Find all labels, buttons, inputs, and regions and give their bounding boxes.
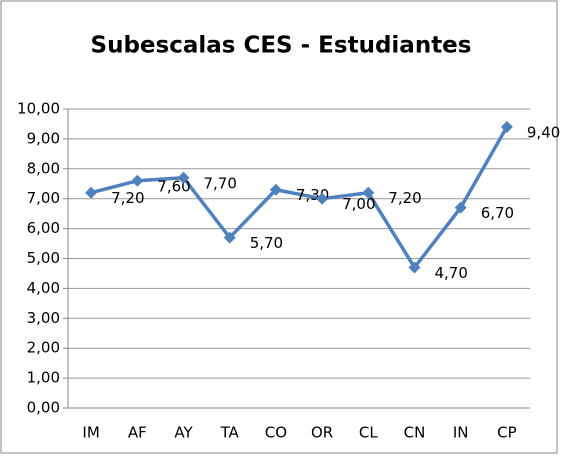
data-label: 5,70 [250, 234, 283, 252]
data-label: 6,70 [481, 204, 514, 222]
y-tick-label: 6,00 [27, 219, 60, 237]
data-label: 7,00 [342, 195, 375, 213]
y-tick-label: 9,00 [27, 129, 60, 147]
data-label: 4,70 [435, 264, 468, 282]
data-marker [177, 171, 190, 184]
x-tick-label: CO [265, 424, 287, 442]
data-marker [223, 231, 236, 244]
data-marker [131, 174, 144, 187]
x-tick-label: CP [497, 424, 517, 442]
x-tick-label: TA [220, 424, 240, 442]
x-tick-label: AF [128, 424, 147, 442]
data-marker [408, 261, 421, 274]
y-tick-label: 2,00 [27, 339, 60, 357]
y-tick-label: 10,00 [17, 100, 60, 118]
x-tick-label: IM [82, 424, 99, 442]
y-tick-label: 1,00 [27, 369, 60, 387]
data-marker [500, 120, 513, 133]
data-label: 7,20 [388, 189, 421, 207]
y-tick-label: 0,00 [27, 399, 60, 417]
x-tick-label: CN [404, 424, 426, 442]
data-marker [316, 192, 329, 205]
y-tick-label: 3,00 [27, 309, 60, 327]
x-tick-label: IN [453, 424, 469, 442]
chart-title: Subescalas CES - Estudiantes [91, 33, 472, 59]
data-label: 7,20 [111, 189, 144, 207]
data-label: 9,40 [527, 123, 560, 141]
x-tick-label: AY [174, 424, 193, 442]
data-marker [362, 186, 375, 199]
data-line [90, 126, 509, 270]
y-tick-label: 8,00 [27, 159, 60, 177]
x-tick-label: CL [359, 424, 378, 442]
data-marker [85, 186, 98, 199]
data-marker [454, 201, 467, 214]
y-tick-label: 5,00 [27, 249, 60, 267]
y-tick-label: 7,00 [27, 189, 60, 207]
data-marker [269, 183, 282, 196]
data-label: 7,70 [204, 174, 237, 192]
x-tick-label: OR [311, 424, 333, 442]
chart-border [0, 0, 558, 454]
y-tick-label: 4,00 [27, 279, 60, 297]
